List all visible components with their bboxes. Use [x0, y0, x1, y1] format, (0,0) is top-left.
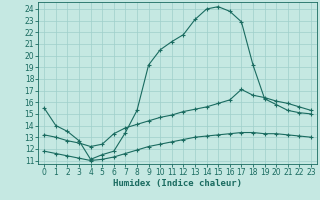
X-axis label: Humidex (Indice chaleur): Humidex (Indice chaleur) [113, 179, 242, 188]
